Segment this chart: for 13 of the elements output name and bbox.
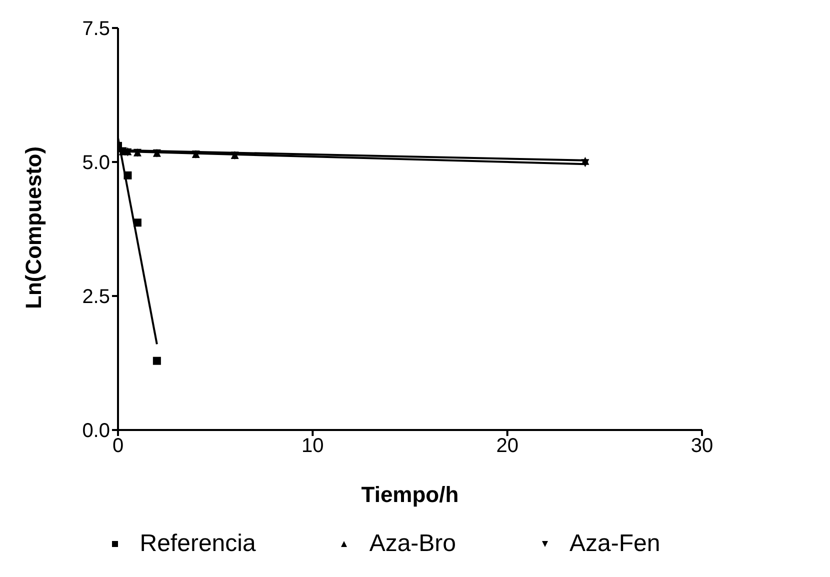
legend-label: Referencia — [140, 530, 256, 558]
x-tick-label: 0 — [112, 435, 124, 458]
y-tick-label: 2.5 — [82, 286, 110, 308]
y-tick-label: 0.0 — [82, 420, 110, 442]
legend-label: Aza-Bro — [369, 530, 456, 558]
x-tick-label: 30 — [690, 435, 714, 458]
y-tick-label: 7.5 — [82, 18, 110, 40]
legend-label: Aza-Fen — [570, 530, 660, 558]
y-tick-label: 5.0 — [82, 152, 110, 174]
x-tick-label: 20 — [496, 435, 518, 458]
x-tick-label: 10 — [302, 435, 324, 458]
y-axis-title: Ln(Compuesto) — [20, 146, 46, 309]
x-axis-title: Tiempo/h — [361, 482, 459, 507]
